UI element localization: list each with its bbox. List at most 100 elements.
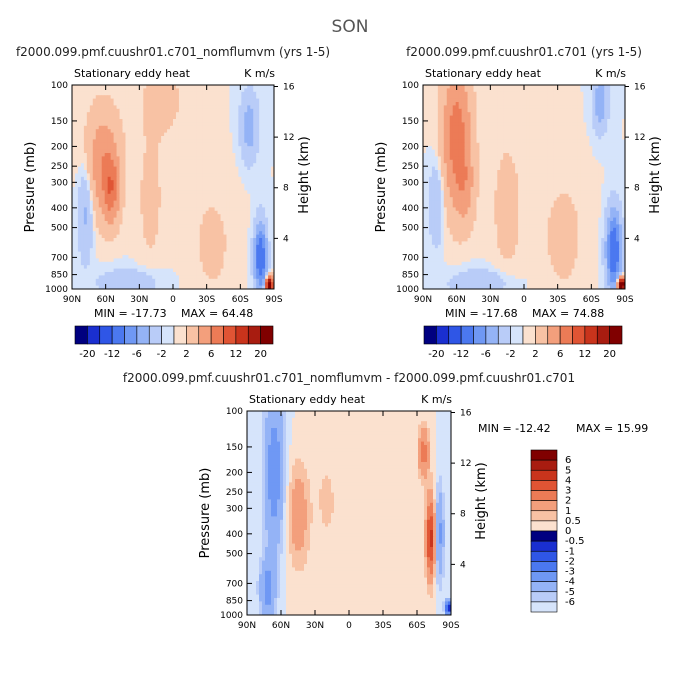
field-cell	[214, 142, 218, 147]
field-cell	[235, 200, 239, 205]
field-cell	[143, 156, 147, 161]
field-cell	[158, 136, 162, 140]
field-cell	[461, 115, 465, 120]
field-cell	[196, 149, 201, 154]
field-cell	[149, 91, 153, 96]
field-cell	[146, 91, 150, 96]
field-cell	[113, 255, 117, 259]
field-cell	[256, 187, 260, 191]
field-cell	[464, 102, 468, 106]
field-cell	[253, 98, 257, 103]
field-cell	[244, 255, 248, 259]
field-cell	[181, 224, 186, 229]
field-cell	[193, 115, 198, 120]
field-cell	[187, 102, 192, 106]
field-cell	[146, 197, 150, 201]
field-cell	[122, 129, 126, 133]
field-cell	[95, 231, 100, 235]
field-cell	[271, 166, 275, 171]
field-cell	[181, 285, 186, 290]
field-cell	[77, 187, 82, 191]
field-cell	[155, 163, 159, 167]
field-cell	[437, 95, 442, 99]
field-cell	[464, 122, 468, 127]
field-cell	[83, 221, 88, 225]
field-cell	[131, 261, 135, 266]
field-cell	[74, 258, 79, 263]
field-cell	[77, 95, 82, 99]
field-cell	[613, 88, 617, 93]
field-cell	[205, 139, 210, 144]
field-cell	[241, 176, 245, 181]
field-cell	[238, 197, 242, 201]
field-cell	[155, 180, 159, 184]
field-cell	[232, 129, 236, 133]
field-cell	[214, 180, 218, 184]
field-cell	[205, 261, 210, 266]
field-cell	[122, 272, 126, 276]
field-cell	[152, 88, 156, 93]
field-cell	[220, 153, 224, 157]
field-cell	[259, 159, 263, 164]
field-cell	[196, 187, 201, 191]
field-cell	[526, 102, 531, 106]
field-cell	[140, 261, 144, 266]
field-cell	[253, 115, 257, 120]
field-cell	[190, 159, 195, 164]
field-cell	[259, 210, 263, 215]
field-cell	[170, 156, 174, 161]
field-cell	[202, 193, 207, 198]
field-cell	[175, 170, 180, 174]
field-cell	[491, 88, 495, 93]
field-cell	[184, 282, 189, 286]
field-cell	[580, 95, 584, 99]
field-cell	[622, 108, 626, 113]
field-cell	[149, 285, 153, 290]
field-cell	[604, 112, 608, 116]
field-cell	[113, 115, 117, 120]
field-cell	[440, 112, 445, 116]
field-cell	[83, 180, 88, 184]
field-cell	[211, 163, 215, 167]
field-cell	[152, 268, 156, 273]
field-cell	[521, 98, 525, 103]
field-cell	[214, 105, 218, 110]
field-cell	[235, 119, 239, 123]
field-cell	[256, 193, 260, 198]
field-cell	[158, 227, 162, 232]
field-cell	[259, 224, 263, 229]
field-cell	[116, 146, 120, 150]
field-cell	[164, 238, 168, 242]
field-cell	[262, 204, 266, 208]
field-cell	[199, 119, 204, 123]
field-cell	[175, 136, 180, 140]
field-cell	[586, 105, 590, 110]
field-cell	[119, 102, 123, 106]
field-cell	[110, 261, 114, 266]
field-cell	[529, 95, 534, 99]
field-cell	[220, 278, 224, 283]
field-cell	[220, 285, 224, 290]
field-cell	[92, 227, 97, 232]
field-cell	[107, 187, 112, 191]
field-cell	[423, 108, 427, 113]
field-cell	[83, 156, 88, 161]
field-cell	[223, 258, 227, 263]
field-cell	[482, 119, 486, 123]
field-cell	[110, 166, 114, 171]
field-cell	[137, 166, 141, 171]
field-cell	[101, 193, 106, 198]
field-cell	[134, 282, 138, 286]
field-cell	[113, 85, 117, 89]
field-cell	[140, 102, 144, 106]
field-cell	[455, 102, 460, 106]
field-cell	[146, 265, 150, 269]
field-cell	[116, 156, 120, 161]
field-cell	[140, 163, 144, 167]
field-cell	[98, 139, 103, 144]
field-cell	[122, 98, 126, 103]
field-cell	[190, 180, 195, 184]
field-cell	[241, 251, 245, 256]
field-cell	[146, 282, 150, 286]
field-cell	[122, 132, 126, 137]
